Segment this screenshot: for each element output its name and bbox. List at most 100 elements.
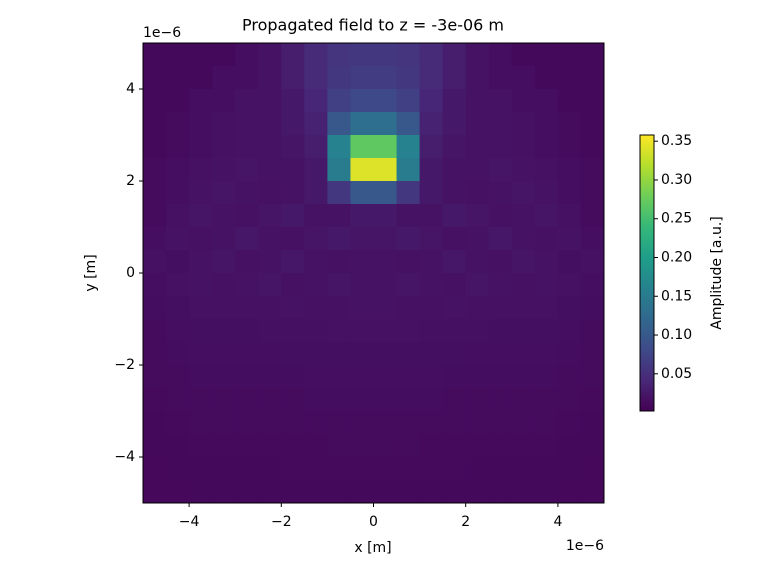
heatmap-cell: [143, 158, 167, 182]
heatmap-cell: [534, 43, 559, 67]
heatmap-cell: [419, 273, 444, 297]
heatmap-cell: [488, 457, 513, 481]
heatmap-cell: [281, 135, 305, 159]
heatmap-cell: [258, 365, 282, 389]
heatmap-cell: [580, 411, 605, 435]
heatmap-cell: [327, 158, 351, 182]
heatmap-cell: [143, 388, 167, 412]
heatmap-cell: [557, 411, 582, 435]
heatmap-cell: [419, 319, 444, 343]
heatmap-cell: [373, 250, 398, 274]
heatmap-cell: [189, 227, 213, 251]
heatmap-cell: [373, 43, 398, 67]
heatmap-cell: [258, 89, 282, 113]
heatmap-cell: [580, 319, 605, 343]
heatmap-cell: [396, 135, 421, 159]
heatmap-cell: [419, 135, 444, 159]
heatmap-cell: [281, 227, 305, 251]
heatmap-cell: [488, 135, 513, 159]
heatmap-cell: [396, 365, 421, 389]
heatmap-cell: [442, 411, 467, 435]
heatmap-cell: [258, 204, 282, 228]
heatmap-cell: [304, 388, 328, 412]
heatmap-cell: [166, 66, 190, 90]
heatmap-cell: [511, 273, 536, 297]
heatmap-cell: [465, 135, 490, 159]
heatmap-cell: [350, 480, 374, 504]
heatmap-cell: [327, 227, 351, 251]
heatmap-cell: [166, 319, 190, 343]
heatmap-cell: [327, 66, 351, 90]
x-tick-label: −4: [179, 514, 200, 530]
heatmap-cell: [488, 112, 513, 136]
heatmap-cell: [350, 89, 374, 113]
heatmap-cell: [488, 480, 513, 504]
colorbar-tick-label: 0.10: [661, 327, 692, 343]
heatmap-cell: [189, 388, 213, 412]
heatmap-cell: [557, 135, 582, 159]
heatmap-cell: [189, 457, 213, 481]
heatmap-cell: [396, 388, 421, 412]
y-tick-label: −4: [114, 449, 135, 465]
heatmap-cell: [373, 365, 398, 389]
heatmap-cell: [212, 250, 236, 274]
heatmap-cell: [396, 158, 421, 182]
colorbar-tick-label: 0.35: [661, 133, 692, 149]
heatmap-cell: [373, 204, 398, 228]
heatmap-cell: [143, 250, 167, 274]
heatmap-cell: [442, 273, 467, 297]
heatmap-cell: [511, 204, 536, 228]
heatmap-cell: [212, 66, 236, 90]
heatmap-cell: [258, 411, 282, 435]
heatmap-cell: [143, 365, 167, 389]
x-tick-label: 2: [461, 514, 470, 530]
heatmap-cell: [327, 89, 351, 113]
heatmap-cell: [442, 250, 467, 274]
heatmap-cell: [166, 112, 190, 136]
x-offset-label: 1e−6: [566, 538, 604, 554]
heatmap-cell: [327, 135, 351, 159]
heatmap-cell: [166, 411, 190, 435]
heatmap-cell: [258, 43, 282, 67]
heatmap-cell: [281, 365, 305, 389]
x-tick-label: −2: [271, 514, 292, 530]
y-tick-label: 4: [126, 81, 135, 97]
heatmap-cell: [327, 112, 351, 136]
heatmap-cell: [235, 204, 259, 228]
heatmap-cell: [258, 457, 282, 481]
heatmap-cell: [350, 273, 374, 297]
heatmap-cell: [327, 296, 351, 320]
heatmap-cell: [166, 296, 190, 320]
heatmap-cell: [327, 365, 351, 389]
heatmap-cell: [350, 112, 374, 136]
heatmap-cell: [304, 204, 328, 228]
heatmap-cell: [534, 66, 559, 90]
heatmap-cell: [350, 434, 374, 458]
heatmap-cell: [373, 273, 398, 297]
heatmap-cell: [258, 480, 282, 504]
heatmap-cell: [465, 250, 490, 274]
heatmap-cell: [212, 480, 236, 504]
heatmap-cell: [189, 411, 213, 435]
heatmap-cell: [189, 204, 213, 228]
heatmap-cell: [350, 158, 374, 182]
heatmap-cell: [350, 204, 374, 228]
heatmap-cell: [350, 181, 374, 205]
heatmap-cell: [373, 135, 398, 159]
heatmap-cell: [189, 273, 213, 297]
heatmap-cell: [511, 135, 536, 159]
heatmap-cell: [534, 273, 559, 297]
heatmap-cell: [534, 411, 559, 435]
heatmap-cell: [396, 342, 421, 366]
heatmap-cell: [442, 296, 467, 320]
heatmap-cell: [465, 43, 490, 67]
heatmap-cell: [281, 181, 305, 205]
heatmap-cell: [557, 365, 582, 389]
colorbar-tick-label: 0.25: [661, 211, 692, 227]
heatmap-cell: [373, 434, 398, 458]
heatmap-cell: [396, 434, 421, 458]
heatmap-cell: [373, 227, 398, 251]
heatmap-cell: [281, 434, 305, 458]
heatmap-cell: [488, 319, 513, 343]
heatmap-cell: [419, 434, 444, 458]
